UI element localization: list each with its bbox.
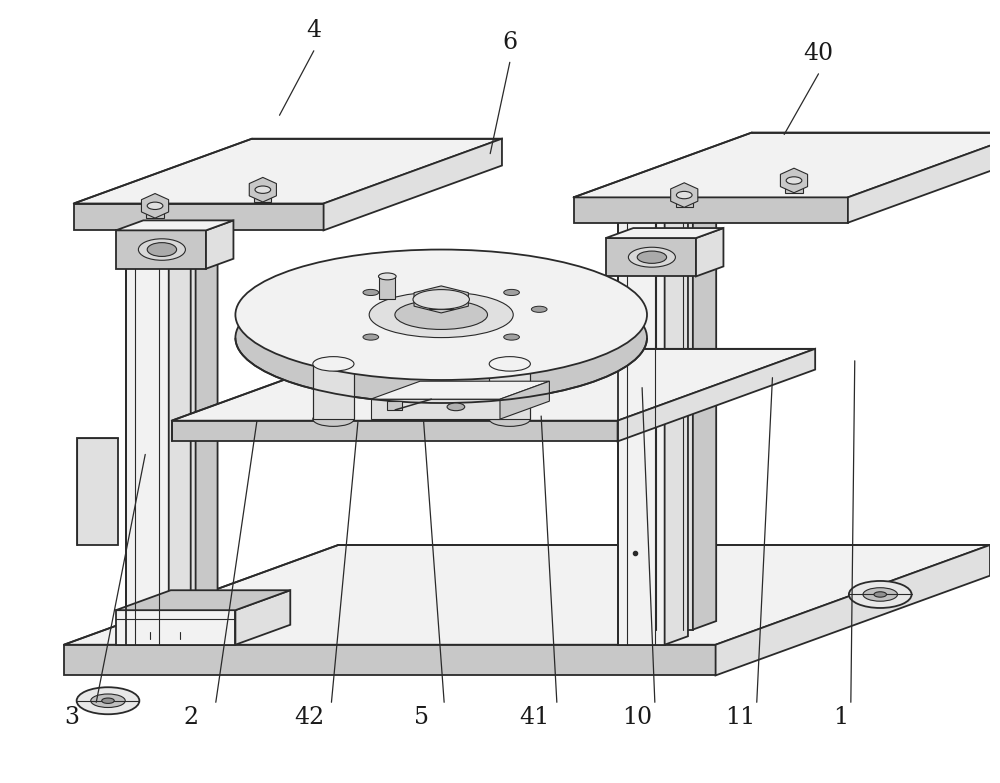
- Polygon shape: [671, 182, 698, 207]
- Polygon shape: [618, 349, 815, 442]
- Ellipse shape: [504, 290, 519, 295]
- Polygon shape: [172, 349, 815, 420]
- Polygon shape: [152, 208, 196, 630]
- Polygon shape: [74, 204, 324, 230]
- Polygon shape: [574, 132, 1000, 197]
- Ellipse shape: [849, 581, 912, 608]
- Polygon shape: [371, 381, 549, 399]
- Text: 41: 41: [519, 706, 549, 729]
- Polygon shape: [313, 364, 354, 419]
- Ellipse shape: [77, 687, 139, 714]
- Polygon shape: [618, 215, 665, 644]
- Polygon shape: [172, 420, 618, 442]
- Polygon shape: [64, 545, 990, 644]
- Text: 2: 2: [184, 706, 199, 729]
- Polygon shape: [116, 590, 290, 610]
- Polygon shape: [489, 364, 530, 419]
- Polygon shape: [126, 215, 191, 222]
- Polygon shape: [77, 438, 118, 545]
- Polygon shape: [206, 220, 233, 269]
- Ellipse shape: [531, 306, 547, 312]
- Polygon shape: [141, 193, 169, 218]
- Polygon shape: [116, 220, 233, 230]
- Polygon shape: [429, 294, 453, 309]
- Polygon shape: [379, 276, 395, 299]
- Text: 42: 42: [294, 706, 324, 729]
- Polygon shape: [646, 200, 693, 630]
- Text: 10: 10: [622, 706, 652, 729]
- Polygon shape: [618, 207, 688, 215]
- Polygon shape: [126, 222, 169, 644]
- Ellipse shape: [91, 694, 125, 708]
- Ellipse shape: [147, 243, 177, 257]
- Ellipse shape: [863, 588, 897, 601]
- Ellipse shape: [313, 412, 354, 427]
- Ellipse shape: [676, 191, 692, 199]
- Ellipse shape: [874, 592, 887, 597]
- Ellipse shape: [138, 239, 185, 260]
- Polygon shape: [500, 381, 549, 419]
- Polygon shape: [64, 644, 716, 676]
- Ellipse shape: [363, 334, 379, 340]
- Polygon shape: [414, 286, 468, 313]
- Ellipse shape: [786, 177, 802, 184]
- Polygon shape: [116, 230, 206, 269]
- Polygon shape: [606, 228, 723, 238]
- Polygon shape: [74, 139, 502, 204]
- Polygon shape: [196, 200, 218, 630]
- Ellipse shape: [447, 403, 465, 411]
- Polygon shape: [574, 197, 848, 222]
- Polygon shape: [665, 207, 688, 644]
- Ellipse shape: [489, 356, 530, 371]
- Ellipse shape: [313, 356, 354, 371]
- Polygon shape: [169, 215, 191, 644]
- Polygon shape: [716, 545, 990, 676]
- Polygon shape: [254, 193, 271, 202]
- Ellipse shape: [637, 251, 667, 263]
- Text: 5: 5: [414, 706, 429, 729]
- Ellipse shape: [628, 247, 675, 267]
- Polygon shape: [780, 168, 808, 193]
- Polygon shape: [116, 610, 235, 644]
- Polygon shape: [693, 191, 716, 630]
- Polygon shape: [371, 399, 500, 419]
- Ellipse shape: [413, 290, 469, 309]
- Text: 40: 40: [803, 42, 834, 65]
- Polygon shape: [387, 401, 402, 410]
- Ellipse shape: [369, 292, 513, 337]
- Text: 1: 1: [833, 706, 849, 729]
- Ellipse shape: [395, 300, 488, 330]
- Polygon shape: [676, 199, 693, 207]
- Ellipse shape: [255, 186, 271, 193]
- Polygon shape: [848, 132, 1000, 222]
- Text: 3: 3: [64, 706, 79, 729]
- Text: 11: 11: [725, 706, 755, 729]
- Polygon shape: [324, 139, 502, 230]
- Ellipse shape: [378, 273, 396, 280]
- Ellipse shape: [102, 698, 114, 703]
- Ellipse shape: [504, 334, 519, 340]
- Polygon shape: [606, 238, 696, 276]
- Ellipse shape: [235, 250, 647, 380]
- Polygon shape: [785, 184, 803, 193]
- Ellipse shape: [147, 202, 163, 210]
- Polygon shape: [696, 228, 723, 276]
- Polygon shape: [249, 178, 276, 202]
- Text: 4: 4: [306, 20, 321, 42]
- Ellipse shape: [363, 290, 379, 295]
- Ellipse shape: [489, 412, 530, 427]
- Text: 6: 6: [502, 31, 517, 54]
- Polygon shape: [235, 590, 290, 644]
- Ellipse shape: [235, 272, 647, 403]
- Polygon shape: [146, 210, 164, 218]
